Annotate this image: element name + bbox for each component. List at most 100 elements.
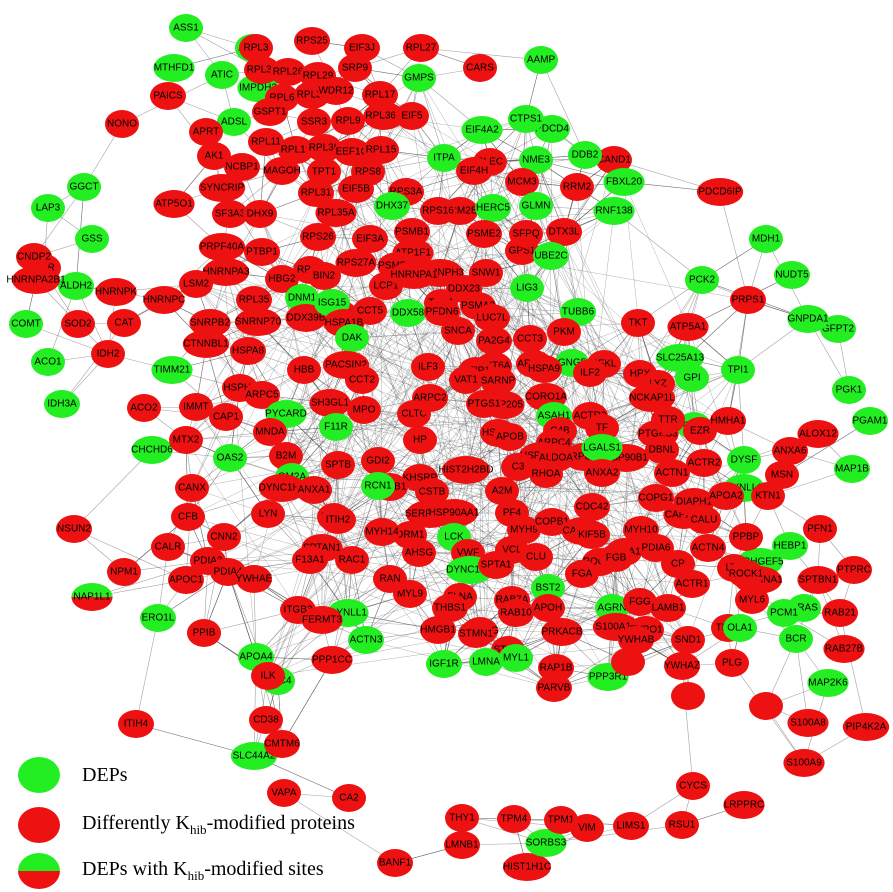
network-node: DHX37 bbox=[374, 192, 410, 220]
network-node: ERO1L bbox=[140, 604, 176, 632]
network-node: PTBP1 bbox=[244, 238, 280, 266]
network-node: TIMM21 bbox=[151, 356, 193, 384]
node-label: FBXL20 bbox=[606, 177, 643, 188]
node-label: DTX3L bbox=[548, 227, 580, 238]
node-label: NSUN2 bbox=[57, 524, 91, 535]
node-label: LSM2 bbox=[183, 279, 210, 290]
node-label: RPL3 bbox=[243, 43, 268, 54]
node-label: GPI bbox=[683, 373, 700, 384]
node-label: WDR12 bbox=[318, 86, 353, 97]
network-node: ANXA2 bbox=[584, 459, 620, 487]
network-node: CNDP2 bbox=[16, 243, 52, 271]
network-node: CLU bbox=[519, 543, 553, 571]
node-label: CCT2 bbox=[349, 375, 376, 386]
network-node: CNN2 bbox=[207, 523, 241, 551]
node-label: APOC1 bbox=[169, 575, 203, 586]
legend-label-mixed: DEPs with Khib-modified sites bbox=[82, 858, 324, 883]
node-label: LIMS1 bbox=[617, 821, 646, 832]
node-label: UBE2C bbox=[534, 251, 567, 262]
network-node: ACTR1 bbox=[674, 570, 710, 598]
node-label: PKM bbox=[553, 327, 575, 338]
khib-node-circle bbox=[749, 692, 783, 720]
node-label: RSU1 bbox=[669, 820, 696, 831]
network-edge bbox=[545, 824, 683, 844]
node-label: MAGOH bbox=[263, 166, 301, 177]
network-edge bbox=[281, 659, 333, 745]
node-label: ACTR2 bbox=[688, 458, 721, 469]
node-label: ATP5O1 bbox=[155, 199, 193, 210]
node-label: SSR3 bbox=[301, 117, 328, 128]
network-node: EIF5B bbox=[338, 175, 374, 203]
node-label: GNPDA1 bbox=[787, 314, 829, 325]
network-edge bbox=[187, 297, 303, 518]
node-label: VIM bbox=[578, 823, 596, 834]
node-label: HMHA1 bbox=[710, 416, 745, 427]
node-label: RPL11 bbox=[251, 137, 281, 148]
network-node: ATP5O1 bbox=[153, 190, 195, 218]
network-node: RHOA bbox=[529, 460, 563, 488]
node-label: TIMM21 bbox=[154, 365, 191, 376]
khib-node-circle bbox=[249, 706, 283, 734]
network-node: CAT bbox=[107, 309, 141, 337]
network-node: GSPT1 bbox=[252, 98, 288, 126]
network-node: ANXA6 bbox=[772, 437, 808, 465]
network-node: DHX9 bbox=[243, 200, 277, 228]
node-label: HBG2 bbox=[268, 274, 296, 285]
network-node: GSS bbox=[75, 225, 109, 253]
network-edge bbox=[477, 305, 693, 379]
network-edge bbox=[135, 617, 159, 725]
network-node: APRT bbox=[189, 118, 223, 146]
node-label: PSMB1 bbox=[395, 227, 429, 238]
dep-node-circle bbox=[151, 356, 193, 384]
network-node: TPM4 bbox=[497, 805, 531, 833]
node-label: DAK bbox=[342, 333, 363, 344]
node-label: RPS25 bbox=[296, 36, 328, 47]
node-label: TTR bbox=[658, 415, 677, 426]
node-label: OLA1 bbox=[727, 623, 753, 634]
network-node bbox=[749, 692, 783, 720]
network-edge bbox=[261, 394, 411, 595]
network-node: GGCT bbox=[67, 173, 101, 201]
node-label: RAP1B bbox=[540, 663, 573, 674]
network-node bbox=[671, 682, 705, 710]
node-label: CNDP2 bbox=[17, 252, 51, 263]
network-node: MYL1 bbox=[499, 644, 533, 672]
node-label: HIST1H1C bbox=[503, 862, 551, 873]
network-edge bbox=[429, 396, 547, 515]
network-edge bbox=[795, 638, 809, 724]
node-label: RCN1 bbox=[364, 481, 392, 492]
network-node: PIP4K2A bbox=[842, 713, 890, 741]
node-label: DDX58 bbox=[392, 308, 425, 319]
node-label: YWHAE bbox=[236, 574, 273, 585]
node-label: CP bbox=[671, 559, 685, 570]
khib-node-circle bbox=[151, 533, 185, 561]
network-node: S100A9 bbox=[783, 749, 825, 777]
network-node: NUDT5 bbox=[774, 261, 810, 289]
network-node: SRP9 bbox=[338, 54, 372, 82]
network-edge bbox=[321, 288, 465, 549]
node-label: DNM1 bbox=[288, 293, 317, 304]
node-label: KIF5B bbox=[578, 530, 606, 541]
network-edge bbox=[719, 191, 749, 301]
network-edge bbox=[227, 571, 257, 658]
network-node: LAP3 bbox=[31, 194, 65, 222]
network-node: PSME2 bbox=[466, 220, 502, 248]
node-label: TPI1 bbox=[727, 365, 749, 376]
legend-item-khib: Differently Khib-modified proteins bbox=[18, 805, 355, 845]
network-node: FGA bbox=[565, 560, 599, 588]
node-label: FGB bbox=[606, 553, 627, 564]
network-node: DDX58 bbox=[390, 299, 426, 327]
network-node: ARPC2 bbox=[412, 384, 448, 412]
node-label: COMT bbox=[11, 319, 40, 330]
node-label: GDI2 bbox=[366, 456, 390, 467]
node-label: PFN1 bbox=[807, 524, 833, 535]
network-node bbox=[611, 648, 645, 676]
network-node: IGF1R bbox=[426, 650, 462, 678]
node-label: BCR bbox=[785, 634, 806, 645]
network-edge bbox=[420, 47, 542, 61]
network-node: MNDA bbox=[253, 418, 287, 446]
network-node: APOB bbox=[493, 423, 527, 451]
network-node: PPIB bbox=[187, 619, 221, 647]
node-label: A2M bbox=[492, 486, 513, 497]
node-label: RAB21 bbox=[824, 608, 856, 619]
